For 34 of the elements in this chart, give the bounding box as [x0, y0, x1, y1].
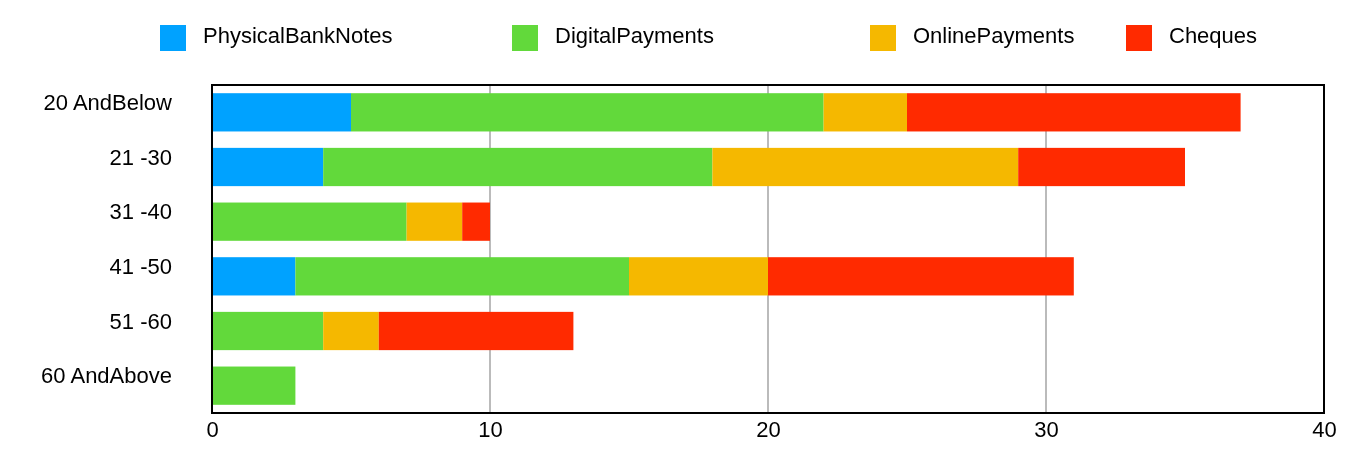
- y-tick-label: 51 -60: [109, 308, 172, 334]
- bar: [212, 257, 296, 296]
- x-tick-label: 40: [1312, 416, 1337, 442]
- bar: [212, 93, 351, 132]
- bar: [462, 202, 490, 241]
- bar: [212, 366, 296, 405]
- bar: [1018, 147, 1185, 187]
- bar: [712, 147, 1019, 187]
- bar: [907, 93, 1241, 132]
- x-tick-label: 30: [1034, 416, 1059, 442]
- bar: [823, 93, 907, 132]
- bar: [323, 147, 713, 187]
- bar: [212, 202, 407, 241]
- bar: [212, 147, 324, 187]
- bar: [323, 311, 379, 351]
- y-tick-label: 31 -40: [109, 199, 172, 225]
- bar: [295, 257, 629, 296]
- bar: [629, 257, 768, 296]
- bar: [768, 257, 1074, 296]
- y-tick-label: 21 -30: [109, 144, 172, 170]
- y-tick-label: 20 AndBelow: [43, 90, 173, 116]
- legend-label: OnlinePayments: [913, 22, 1075, 48]
- x-tick-label: 0: [206, 416, 219, 442]
- y-tick-label: 60 AndAbove: [41, 363, 172, 389]
- bar: [212, 311, 324, 351]
- legend-label: DigitalPayments: [555, 22, 714, 48]
- bar: [378, 311, 574, 351]
- legend-label: PhysicalBankNotes: [203, 22, 393, 48]
- x-tick-label: 20: [756, 416, 781, 442]
- bar: [406, 202, 463, 241]
- bar: [351, 93, 824, 132]
- x-tick-label: 10: [478, 416, 503, 442]
- y-tick-label: 41 -50: [109, 254, 172, 280]
- legend-label: Cheques: [1169, 22, 1258, 48]
